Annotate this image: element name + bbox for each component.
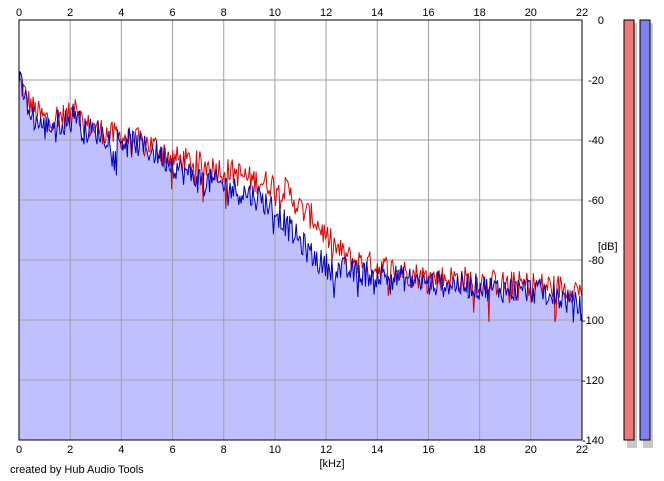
x-tick-label-bottom: 18 — [474, 444, 486, 456]
y-tick-label: -140 — [582, 435, 604, 447]
x-tick-label-bottom: 22 — [576, 444, 588, 456]
x-tick-label-top: 18 — [474, 7, 486, 19]
level-meter-bar — [623, 19, 635, 441]
x-tick-label-top: 12 — [320, 7, 332, 19]
x-tick-label-bottom: 0 — [16, 444, 22, 456]
x-tick-label-top: 16 — [422, 7, 434, 19]
y-tick-label: -120 — [582, 375, 604, 387]
x-tick-label-bottom: 12 — [320, 444, 332, 456]
level-meter-bar — [639, 19, 651, 441]
x-tick-label-bottom: 6 — [169, 444, 175, 456]
axes: 002244668810101212141416161818202022220-… — [16, 7, 604, 456]
x-tick-label-top: 8 — [221, 7, 227, 19]
y-tick-label: -80 — [588, 255, 604, 267]
x-tick-label-top: 2 — [67, 7, 73, 19]
spectrum-line — [18, 71, 583, 323]
x-tick-label-top: 6 — [169, 7, 175, 19]
y-tick-label: -60 — [588, 195, 604, 207]
credit-text: created by Hub Audio Tools — [10, 464, 144, 476]
plot-frame — [18, 19, 583, 441]
plot-area — [18, 19, 583, 441]
spectrum-fill — [19, 71, 582, 440]
x-tick-label-bottom: 14 — [371, 444, 383, 456]
x-axis-label: [kHz] — [319, 458, 344, 470]
y-tick-label: -100 — [582, 315, 604, 327]
x-tick-label-bottom: 2 — [67, 444, 73, 456]
y-tick-label: -20 — [588, 75, 604, 87]
y-axis-label: [dB] — [598, 241, 618, 253]
x-tick-label-top: 0 — [16, 7, 22, 19]
x-tick-label-bottom: 20 — [525, 444, 537, 456]
y-tick-label: 0 — [598, 15, 604, 27]
x-tick-label-bottom: 10 — [269, 444, 281, 456]
x-tick-label-bottom: 8 — [221, 444, 227, 456]
x-tick-label-top: 22 — [576, 7, 588, 19]
x-tick-label-top: 4 — [118, 7, 124, 19]
x-tick-label-top: 10 — [269, 7, 281, 19]
x-tick-label-bottom: 4 — [118, 444, 124, 456]
x-tick-label-top: 20 — [525, 7, 537, 19]
x-tick-label-top: 14 — [371, 7, 383, 19]
y-tick-label: -40 — [588, 135, 604, 147]
level-meters — [623, 19, 653, 448]
x-tick-label-bottom: 16 — [422, 444, 434, 456]
